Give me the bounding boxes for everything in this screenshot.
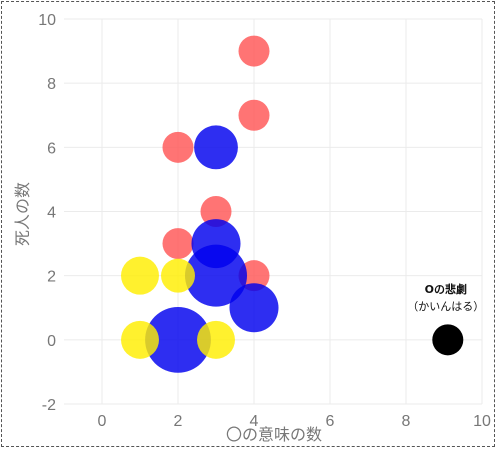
data-points — [121, 35, 464, 373]
data-point — [145, 306, 211, 373]
x-tick-label: 2 — [174, 413, 183, 430]
x-tick-label: 4 — [250, 413, 259, 430]
y-tick-label: 2 — [47, 269, 56, 286]
data-point — [238, 99, 270, 131]
y-tick-label: 4 — [47, 205, 56, 222]
data-point — [194, 125, 238, 170]
data-point — [197, 320, 235, 359]
y-tick-label: 0 — [47, 333, 56, 350]
y-tick-label: 10 — [38, 12, 56, 29]
y-tick-label: 8 — [47, 76, 56, 93]
data-point — [229, 283, 279, 333]
x-axis-label: 〇の意味の数 — [226, 425, 322, 444]
y-tick-label: -2 — [42, 397, 56, 414]
annotations: Oの悲劇 （かいんはる） — [407, 282, 484, 313]
annotation-title: Oの悲劇 — [425, 282, 467, 296]
data-point — [238, 260, 270, 292]
y-tick-label: 6 — [47, 140, 56, 157]
data-point — [121, 320, 159, 359]
x-tick-label: 8 — [402, 413, 411, 430]
data-point — [238, 35, 270, 67]
x-tick-labels: 0 2 4 6 8 10 — [98, 413, 491, 430]
data-point — [432, 324, 464, 356]
x-tick-label: 6 — [326, 413, 335, 430]
data-point — [161, 258, 195, 293]
annotation-subtitle: （かいんはる） — [407, 300, 484, 313]
grid — [64, 18, 483, 405]
data-point — [185, 244, 247, 307]
data-point — [121, 256, 159, 295]
data-point — [162, 228, 194, 260]
y-tick-labels: -2 0 2 4 6 8 10 — [38, 12, 56, 414]
data-point — [162, 131, 194, 163]
x-tick-label: 0 — [98, 413, 107, 430]
x-tick-label: 10 — [473, 413, 491, 430]
data-point — [200, 196, 232, 227]
y-axis-label: 死人の数 — [13, 182, 32, 246]
